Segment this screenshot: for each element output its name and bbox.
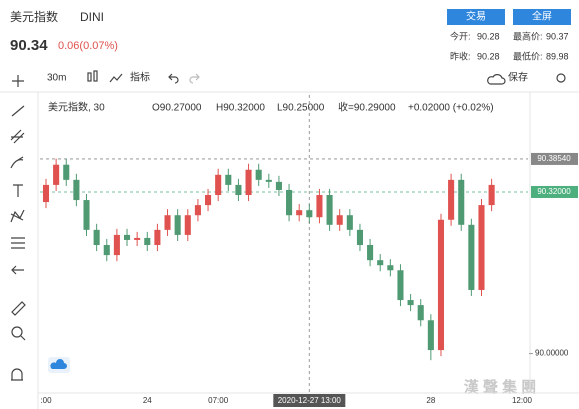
candle-body [356, 229, 363, 246]
cloud-icon[interactable] [487, 74, 506, 85]
candle-body [174, 215, 181, 235]
candle-body [326, 195, 333, 225]
candle-body [205, 195, 212, 206]
indicator-icon[interactable] [109, 73, 123, 83]
candle-body [113, 234, 120, 256]
candle-body [225, 174, 232, 185]
candle-body [488, 184, 495, 206]
symbol-code: DINI [80, 10, 104, 24]
candle-body [387, 265, 394, 271]
candle-body [296, 210, 303, 216]
candle-body [194, 205, 201, 216]
candle-body [235, 184, 242, 196]
watermark: 漢 聲 集 團 [464, 378, 537, 396]
legend-high: H90.32000 [216, 103, 265, 114]
candle-body [336, 215, 343, 225]
price: 90.34 [10, 37, 48, 54]
candle-body [377, 260, 384, 266]
candle-body [468, 224, 475, 290]
legend-title: 美元指数, 30 [48, 101, 105, 114]
stat-label: 今开: [450, 30, 471, 41]
candle-body [83, 200, 90, 230]
candle-body [215, 174, 222, 196]
settings[interactable] [556, 73, 566, 83]
stat-value: 89.98 [546, 51, 569, 61]
fullscreen-button[interactable] [513, 9, 571, 25]
stat-label: 昨收: [450, 50, 471, 61]
y-tick-label: 90.00000 [535, 349, 569, 358]
candle-body [134, 237, 141, 240]
price-change: 0.06(0.07%) [58, 40, 118, 52]
price-tag [531, 185, 578, 198]
x-tick-label: 2020-12-27 13:00 [278, 396, 342, 405]
stat-label: 最高价: [513, 30, 543, 41]
undo[interactable] [168, 73, 179, 84]
candle-body [427, 320, 434, 351]
candle-body [275, 181, 282, 190]
fullscreen-label[interactable]: 全屏 [532, 10, 552, 23]
price-tag-label: 90.38540 [537, 154, 571, 163]
cloud-button-icon[interactable] [50, 359, 67, 369]
candle-body [367, 245, 374, 261]
stat-value: 90.28 [477, 51, 500, 61]
candle-body [42, 184, 50, 203]
candle-body [458, 179, 465, 225]
candle-body [286, 189, 293, 216]
candle-body [164, 215, 171, 230]
trade-label[interactable]: 交易 [466, 10, 486, 23]
candle-body [53, 164, 60, 185]
candle-body [184, 215, 191, 235]
legend-change: +0.02000 (+0.02%) [408, 103, 494, 114]
candle-body [154, 229, 161, 246]
candle-body [407, 300, 414, 306]
x-label-highlight [273, 394, 346, 407]
candle-body [448, 179, 455, 220]
candle-body [123, 234, 131, 240]
x-tick-label: 24 [143, 396, 152, 405]
candle-body [144, 237, 151, 246]
candle-body [73, 179, 80, 201]
interval[interactable]: 30m [47, 73, 66, 84]
candle-body [255, 169, 262, 180]
candle-body [417, 305, 424, 321]
legend-close: 收=90.29000 [338, 101, 396, 114]
candle-body [316, 195, 323, 218]
price-tag [531, 152, 578, 165]
trade-button[interactable] [447, 9, 505, 25]
redo[interactable] [189, 73, 200, 84]
left-tools[interactable] [10, 75, 26, 381]
legend-open: O90.27000 [152, 103, 202, 114]
candle-body [397, 270, 404, 301]
candle-body [437, 219, 445, 351]
legend-low: L90.25000 [277, 103, 325, 114]
candle-body [478, 205, 485, 290]
candle-body [93, 229, 100, 246]
x-tick-label: 12:00 [512, 396, 533, 405]
x-tick-label: 28 [426, 396, 435, 405]
x-tick-label: :00 [40, 396, 52, 405]
candle-body [63, 164, 70, 180]
candle-icon[interactable] [87, 70, 98, 82]
indicators[interactable]: 指标 [130, 71, 150, 84]
symbol-name: 美元指数 [10, 9, 58, 24]
candle-body [103, 245, 110, 256]
candle-body [306, 210, 313, 218]
candle-body [245, 169, 252, 196]
stat-value: 90.28 [477, 31, 500, 41]
stat-value: 90.37 [546, 31, 569, 41]
candle-body [346, 215, 353, 230]
candle-body [265, 179, 272, 182]
x-tick-label: 07:00 [208, 396, 229, 405]
save[interactable]: 保存 [508, 71, 528, 84]
price-tag-label: 90.32000 [537, 187, 571, 196]
stat-label: 最低价: [513, 50, 543, 61]
stats: 今开: 90.28 最高价: 90.37 昨收: 90.28 最低价: 89.9… [450, 30, 569, 61]
